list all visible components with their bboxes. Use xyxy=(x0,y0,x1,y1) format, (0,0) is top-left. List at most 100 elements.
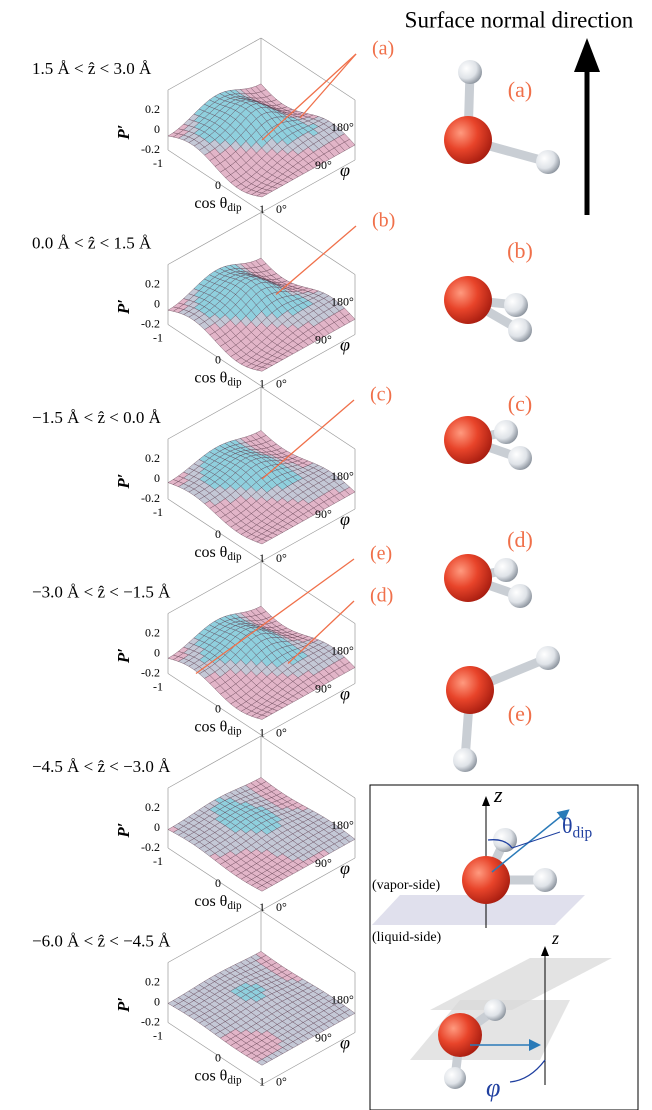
figure: Surface normal direction zθdip(vapor-sid… xyxy=(0,0,652,1110)
y-tick-label: 90° xyxy=(315,681,332,695)
y-tick-label: 180° xyxy=(331,643,354,657)
panel-range: −1.5 Å < ẑ < 0.0 Å xyxy=(32,408,162,427)
x-tick-label: 1 xyxy=(259,376,265,390)
y-tick-label: 90° xyxy=(315,856,332,870)
x-tick-label: 0 xyxy=(215,876,221,890)
x-tick-label: 1 xyxy=(259,202,265,216)
x-tick-label: 0 xyxy=(215,352,221,366)
hydrogen-atom xyxy=(444,1067,466,1089)
hydrogen-atom xyxy=(453,748,477,772)
z-axis-label: P′ xyxy=(114,299,133,315)
y-tick-label: 90° xyxy=(315,507,332,521)
x-axis-label-sub: dip xyxy=(227,202,242,214)
callout-line xyxy=(300,54,356,118)
vapor-label: (vapor-side) xyxy=(372,878,440,893)
inset-theta-label-sub: dip xyxy=(573,824,593,841)
hydrogen-atom xyxy=(536,646,560,670)
x-axis-label: cos θdip xyxy=(194,718,242,737)
panel-range: 0.0 Å < ẑ < 1.5 Å xyxy=(32,233,152,252)
x-axis-label-main: cos θ xyxy=(194,369,227,386)
callout-label: (e) xyxy=(370,543,392,565)
panel-range: 1.5 Å < ẑ < 3.0 Å xyxy=(32,59,152,78)
molecule: (d) xyxy=(444,527,533,608)
molecule: (b) xyxy=(444,238,533,342)
z-tick-label: 0.2 xyxy=(145,451,160,465)
y-tick-label: 0° xyxy=(276,725,287,739)
x-axis-label: cos θdip xyxy=(194,544,242,563)
hydrogen-atom xyxy=(508,446,532,470)
z2-arrow xyxy=(541,946,549,956)
y-tick-label: 180° xyxy=(331,120,354,134)
y-axis-label: φ xyxy=(340,684,350,704)
y-tick-label: 0° xyxy=(276,900,287,914)
z-tick-label: 0 xyxy=(154,645,160,659)
molecule: (e) xyxy=(446,646,560,772)
y-axis-label: φ xyxy=(340,1033,350,1053)
y-tick-label: 180° xyxy=(331,294,354,308)
z-axis-label: P′ xyxy=(114,648,133,664)
figure-title: Surface normal direction xyxy=(405,7,634,32)
box-edge xyxy=(168,911,261,963)
molecule: (c) xyxy=(444,391,532,470)
x-tick-label: -1 xyxy=(153,854,163,868)
x-axis-label-main: cos θ xyxy=(194,544,227,561)
box-edge xyxy=(168,736,261,788)
z-axis-label: P′ xyxy=(114,124,133,140)
oxygen-atom xyxy=(438,1013,482,1057)
surface-panel: −6.0 Å < ẑ < −4.5 ÅP′0.20-0.2-101cos θdi… xyxy=(32,911,355,1089)
x-tick-label: -1 xyxy=(153,156,163,170)
molecule-label: (d) xyxy=(507,527,533,552)
hydrogen-atom xyxy=(533,868,557,892)
molecule-label: (e) xyxy=(508,701,532,726)
x-axis-label: cos θdip xyxy=(194,1067,242,1086)
x-axis-label: cos θdip xyxy=(194,195,242,214)
inset-z-label: z xyxy=(493,782,503,807)
hydrogen-atom xyxy=(458,60,482,84)
phi-arc xyxy=(510,1060,545,1082)
z-tick-label: -0.2 xyxy=(141,1014,160,1028)
surface-panel: 0.0 Å < ẑ < 1.5 ÅP′0.20-0.2-101cos θdip0… xyxy=(32,210,395,391)
y-axis-label: φ xyxy=(340,335,350,355)
box-edge xyxy=(168,38,261,90)
callout-label: (b) xyxy=(372,210,395,232)
molecule: (a) xyxy=(444,60,560,174)
box-edge xyxy=(261,38,355,100)
panel-range: −3.0 Å < ẑ < −1.5 Å xyxy=(32,582,171,601)
hydrogen-atom xyxy=(504,293,528,317)
x-tick-label: 1 xyxy=(259,1074,265,1088)
x-axis-label-main: cos θ xyxy=(194,718,227,735)
z-tick-label: 0 xyxy=(154,471,160,485)
y-tick-label: 90° xyxy=(315,332,332,346)
oxygen-atom xyxy=(444,416,492,464)
z-tick-label: 0 xyxy=(154,296,160,310)
x-axis-label-sub: dip xyxy=(227,551,242,563)
x-axis-label-main: cos θ xyxy=(194,195,227,212)
x-axis-label: cos θdip xyxy=(194,369,242,388)
y-axis-label: φ xyxy=(340,160,350,180)
callout-label: (a) xyxy=(372,38,394,60)
box-edge xyxy=(168,387,261,439)
hydrogen-atom xyxy=(484,999,506,1021)
inset-z2-label: z xyxy=(551,928,559,948)
z-tick-label: -0.2 xyxy=(141,142,160,156)
molecule-label: (c) xyxy=(508,391,532,416)
callout-line xyxy=(276,226,356,295)
z-tick-label: 0 xyxy=(154,994,160,1008)
x-tick-label: 1 xyxy=(259,900,265,914)
x-axis-label-main: cos θ xyxy=(194,1067,227,1084)
x-tick-label: -1 xyxy=(153,1028,163,1042)
z-tick-label: 0.2 xyxy=(145,102,160,116)
y-tick-label: 180° xyxy=(331,469,354,483)
x-tick-label: 1 xyxy=(259,551,265,565)
y-axis-label: φ xyxy=(340,858,350,878)
inset-theta-label-main: θ xyxy=(562,813,573,838)
panel-range: −4.5 Å < ẑ < −3.0 Å xyxy=(32,757,171,776)
x-tick-label: 0 xyxy=(215,1050,221,1064)
x-tick-label: 0 xyxy=(215,527,221,541)
oxygen-atom xyxy=(446,666,494,714)
x-tick-label: -1 xyxy=(153,505,163,519)
surface-panel: −3.0 Å < ẑ < −1.5 ÅP′0.20-0.2-101cos θdi… xyxy=(32,543,393,740)
normal-arrow-head xyxy=(574,38,600,72)
x-axis-label: cos θdip xyxy=(194,893,242,912)
